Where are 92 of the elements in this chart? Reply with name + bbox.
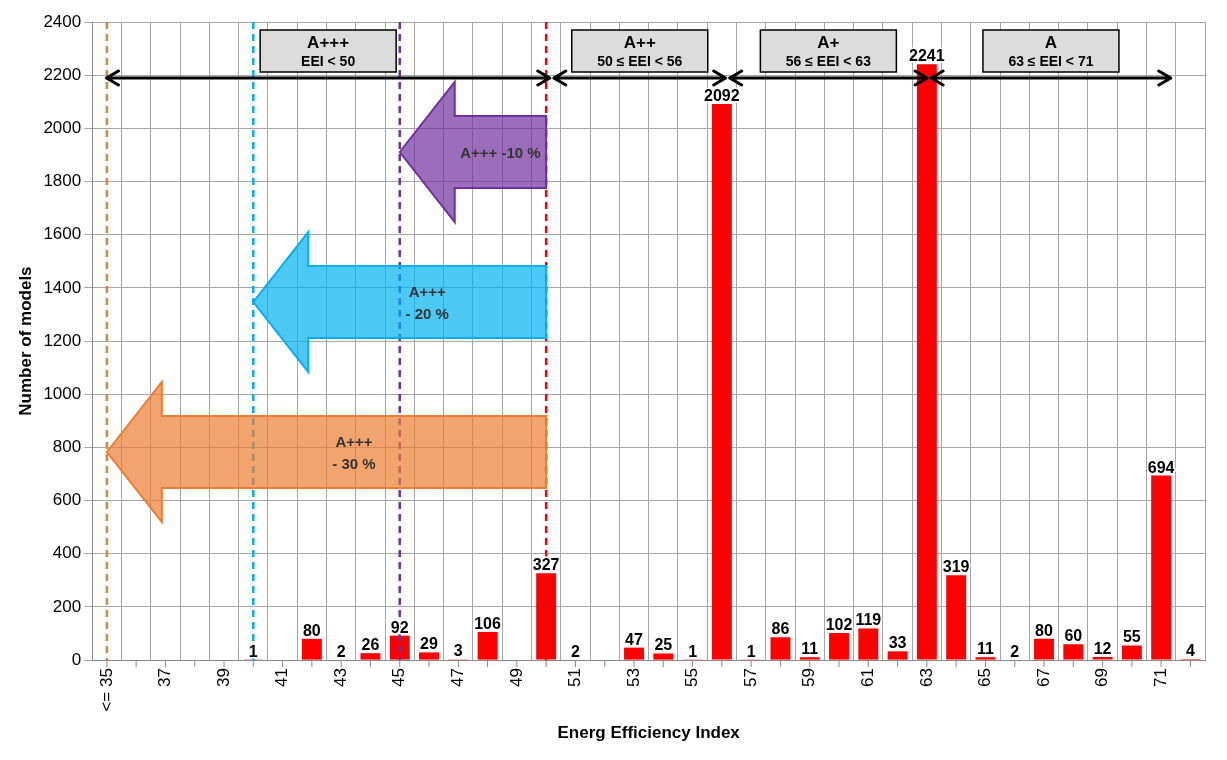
annotation: A+++ - 20 % <box>405 283 449 322</box>
y-tick-label: 0 <box>71 649 82 669</box>
bar <box>799 657 820 660</box>
bar <box>1121 645 1142 660</box>
x-tick-label: 67 <box>1033 668 1053 688</box>
bar <box>975 657 996 660</box>
y-tick-label: 1600 <box>43 224 82 244</box>
bar <box>1034 638 1054 660</box>
bar <box>1092 656 1113 660</box>
data-label: 2092 <box>704 86 740 104</box>
data-label: 3 <box>453 642 463 660</box>
data-label: 1 <box>248 642 258 660</box>
x-tick-label: <= 35 <box>96 668 116 712</box>
y-tick-label: 1800 <box>43 171 82 191</box>
annotation: A++ 50 ≤ EEI < 56 <box>597 33 683 69</box>
data-label: 2 <box>570 642 580 660</box>
data-label: 319 <box>942 558 970 576</box>
bar <box>858 628 879 660</box>
data-label: 1 <box>746 642 756 660</box>
data-label: 694 <box>1147 458 1175 476</box>
data-label: 26 <box>361 636 380 654</box>
data-label: 29 <box>420 635 439 653</box>
x-tick-label: 61 <box>857 668 877 688</box>
y-tick-label: 200 <box>52 596 82 616</box>
bar <box>887 651 908 660</box>
x-tick-label: 71 <box>1150 668 1170 688</box>
y-axis-title: Number of models <box>15 266 35 416</box>
annotation: A+ 56 ≤ EEI < 63 <box>785 33 872 69</box>
data-label: 327 <box>532 556 560 574</box>
bar <box>477 631 498 660</box>
data-label: 55 <box>1122 628 1141 646</box>
x-tick-label: 47 <box>447 668 467 688</box>
data-label: 80 <box>302 621 321 639</box>
data-label: 12 <box>1093 639 1112 657</box>
y-tick-label: 1400 <box>43 277 82 297</box>
x-tick-label: 65 <box>975 668 995 688</box>
bar <box>1063 644 1084 660</box>
data-label: 60 <box>1064 627 1083 645</box>
bar <box>946 575 967 660</box>
y-tick-label: 2400 <box>43 11 82 31</box>
bar <box>916 64 937 660</box>
bar <box>653 653 674 660</box>
annotation: A 63 ≤ EEI < 71 <box>1008 33 1094 69</box>
data-label: 33 <box>888 634 907 652</box>
data-label: 2 <box>1010 642 1020 660</box>
bar <box>1151 475 1172 660</box>
data-label: 11 <box>976 640 994 658</box>
x-tick-label: 43 <box>330 668 350 688</box>
bar <box>419 652 439 660</box>
y-tick-label: 400 <box>52 543 82 563</box>
bar <box>770 637 791 660</box>
bar <box>360 653 381 660</box>
y-tick-label: 2000 <box>43 118 82 138</box>
annotation: A+++ - 30 % <box>332 433 376 472</box>
y-tick-label: 1000 <box>43 383 82 403</box>
bar <box>389 635 410 660</box>
x-tick-label: 37 <box>155 668 175 688</box>
data-label: 119 <box>855 611 882 629</box>
y-tick-label: 1200 <box>43 330 82 350</box>
data-label: 11 <box>801 640 819 658</box>
bar <box>624 647 644 660</box>
bar <box>711 103 732 660</box>
annotation: A+++ EEI < 50 <box>301 33 356 69</box>
data-label: 106 <box>474 614 502 632</box>
x-tick-label: 39 <box>213 668 233 688</box>
y-tick-label: 800 <box>52 437 82 457</box>
data-label: 86 <box>771 620 790 638</box>
x-tick-label: 41 <box>272 668 292 688</box>
x-tick-label: 59 <box>799 668 819 688</box>
x-tick-label: 45 <box>389 668 409 688</box>
y-tick-label: 600 <box>52 490 82 510</box>
data-label: 102 <box>825 615 853 633</box>
x-axis-title: Energ Efficiency Index <box>557 723 741 743</box>
bar <box>301 638 322 660</box>
x-tick-label: 57 <box>740 668 760 688</box>
x-tick-label: 51 <box>565 668 585 688</box>
data-label: 92 <box>390 618 409 636</box>
data-label: 47 <box>625 630 644 648</box>
x-tick-label: 69 <box>1092 668 1112 688</box>
x-tick-label: 53 <box>623 668 643 688</box>
data-label: 2241 <box>909 47 945 65</box>
bar <box>829 632 849 660</box>
data-label: 4 <box>1185 642 1195 660</box>
y-tick-label: 2200 <box>43 64 82 84</box>
data-label: 1 <box>688 642 698 660</box>
x-tick-label: 55 <box>682 668 702 688</box>
data-label: 25 <box>654 636 673 654</box>
x-tick-label: 63 <box>916 668 936 688</box>
x-tick-label: 49 <box>506 668 526 688</box>
data-label: 2 <box>336 642 346 660</box>
data-label: 80 <box>1035 621 1054 639</box>
annotation: A+++ -10 % <box>460 144 541 161</box>
